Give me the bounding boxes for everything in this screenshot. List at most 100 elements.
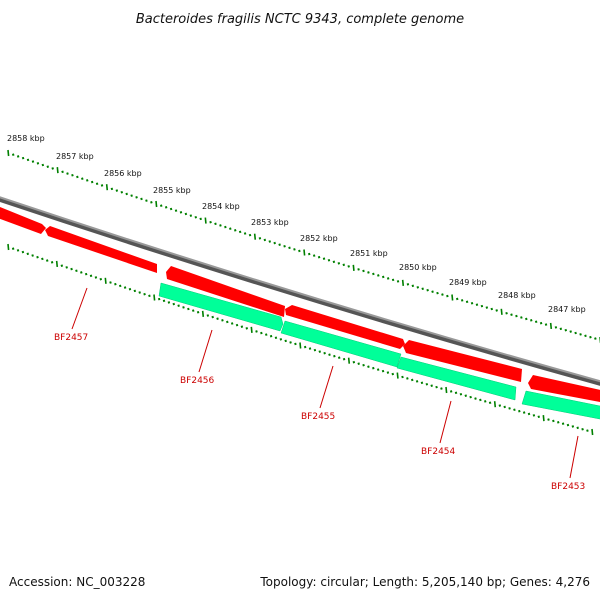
minor-tick xyxy=(130,194,133,197)
scale-label: 2853 kbp xyxy=(251,218,289,227)
minor-tick xyxy=(303,345,307,349)
minor-tick xyxy=(189,214,193,217)
minor-tick xyxy=(569,330,572,333)
minor-tick xyxy=(75,269,78,273)
minor-tick xyxy=(174,209,178,212)
minor-tick xyxy=(518,409,521,413)
minor-tick xyxy=(483,400,487,403)
gene-arrow-reverse[interactable] xyxy=(521,390,600,420)
minor-tick xyxy=(454,391,458,395)
minor-tick xyxy=(164,206,168,209)
gene-label[interactable]: BF2454 xyxy=(421,447,456,457)
minor-tick xyxy=(45,259,49,262)
minor-tick xyxy=(537,415,541,419)
gene-arrow-reverse[interactable] xyxy=(280,320,402,368)
major-tick xyxy=(104,277,107,284)
minor-tick xyxy=(135,196,138,199)
gene-leader-line xyxy=(319,365,334,409)
major-tick xyxy=(445,386,448,394)
minor-tick xyxy=(589,335,592,339)
gene-label[interactable]: BF2456 xyxy=(180,376,215,386)
minor-tick xyxy=(284,339,287,343)
gene-arrow-forward[interactable] xyxy=(285,305,405,349)
minor-tick xyxy=(522,411,526,414)
minor-tick xyxy=(41,163,45,167)
gene-leader-line xyxy=(198,329,213,373)
minor-tick xyxy=(490,307,494,311)
gene-arrow-forward[interactable] xyxy=(45,226,157,273)
major-tick xyxy=(253,233,257,240)
minor-tick xyxy=(258,237,262,240)
minor-tick xyxy=(125,192,128,196)
minor-tick xyxy=(532,414,536,417)
minor-tick xyxy=(66,172,69,175)
minor-tick xyxy=(169,207,173,211)
minor-tick xyxy=(206,314,210,317)
gene-arrow-forward[interactable] xyxy=(403,340,522,382)
minor-tick xyxy=(110,187,114,191)
minor-tick xyxy=(31,254,34,257)
minor-tick xyxy=(36,255,39,259)
minor-tick xyxy=(255,330,258,333)
minor-tick xyxy=(318,350,322,353)
gene-arrow-forward[interactable] xyxy=(0,205,46,234)
gene-arrow-reverse[interactable] xyxy=(396,356,517,401)
scale-label: 2854 kbp xyxy=(202,202,240,211)
gene-arrow-forward[interactable] xyxy=(166,266,285,317)
minor-tick xyxy=(381,369,385,373)
minor-tick xyxy=(425,382,429,386)
minor-tick xyxy=(584,334,587,338)
gene-arrow-reverse[interactable] xyxy=(158,282,284,332)
minor-tick xyxy=(307,252,311,256)
gene-label[interactable]: BF2455 xyxy=(301,412,335,422)
minor-tick xyxy=(328,353,331,356)
minor-tick xyxy=(480,304,484,308)
minor-tick xyxy=(435,385,438,389)
minor-tick xyxy=(410,378,414,382)
gene-leader-line xyxy=(71,287,88,330)
minor-tick xyxy=(51,167,54,170)
minor-tick xyxy=(556,421,560,424)
minor-tick xyxy=(273,241,276,245)
minor-tick xyxy=(594,337,597,340)
major-tick xyxy=(401,279,405,286)
inner-tick-row xyxy=(7,243,594,436)
scale-label: 2849 kbp xyxy=(449,278,487,287)
minor-tick xyxy=(211,315,214,319)
minor-tick xyxy=(357,268,360,271)
minor-tick xyxy=(441,293,444,296)
minor-tick xyxy=(464,394,468,397)
minor-tick xyxy=(289,341,292,344)
minor-tick xyxy=(187,307,190,311)
gene-label[interactable]: BF2457 xyxy=(54,333,88,343)
minor-tick xyxy=(308,347,312,350)
minor-tick xyxy=(235,323,239,327)
minor-tick xyxy=(99,277,103,281)
minor-tick xyxy=(449,390,453,393)
minor-tick xyxy=(386,371,390,374)
outer-tick-row xyxy=(7,149,600,344)
minor-tick xyxy=(11,153,15,157)
minor-tick xyxy=(114,282,117,286)
minor-tick xyxy=(337,262,341,265)
minor-tick xyxy=(238,230,242,234)
minor-tick xyxy=(469,395,472,399)
minor-tick xyxy=(148,294,151,298)
minor-tick xyxy=(226,320,229,324)
scale-label: 2856 kbp xyxy=(104,169,142,178)
genome-backbone xyxy=(0,196,600,383)
minor-tick xyxy=(479,398,482,402)
minor-tick xyxy=(391,278,395,282)
minor-tick xyxy=(61,170,64,174)
minor-tick xyxy=(455,297,459,301)
minor-tick xyxy=(283,244,286,248)
minor-tick xyxy=(90,180,94,184)
minor-tick xyxy=(508,407,511,410)
minor-tick xyxy=(80,271,83,274)
minor-tick xyxy=(209,220,212,224)
minor-tick xyxy=(475,303,479,306)
minor-tick xyxy=(426,288,429,292)
minor-tick xyxy=(26,252,30,256)
gene-arrow-forward[interactable] xyxy=(528,375,600,403)
gene-label[interactable]: BF2453 xyxy=(551,482,585,492)
